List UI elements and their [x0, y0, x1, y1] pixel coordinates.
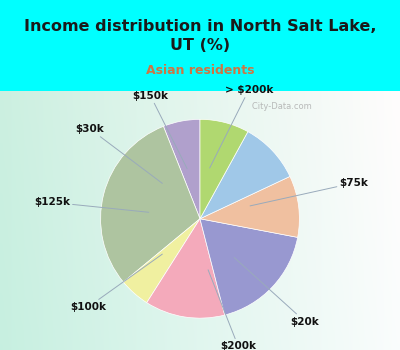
Text: Income distribution in North Salt Lake,
UT (%): Income distribution in North Salt Lake, …	[24, 19, 376, 52]
Text: $30k: $30k	[76, 124, 162, 183]
Text: > $200k: > $200k	[210, 85, 273, 168]
Wedge shape	[200, 219, 298, 315]
Text: Asian residents: Asian residents	[146, 64, 254, 77]
Wedge shape	[124, 219, 200, 303]
Text: City-Data.com: City-Data.com	[244, 102, 312, 111]
Wedge shape	[200, 119, 248, 219]
Wedge shape	[200, 132, 290, 219]
Text: $200k: $200k	[208, 270, 256, 350]
Wedge shape	[164, 119, 200, 219]
Wedge shape	[101, 126, 200, 282]
Text: $20k: $20k	[234, 258, 320, 327]
Wedge shape	[147, 219, 225, 318]
Text: $100k: $100k	[70, 254, 162, 312]
Text: $75k: $75k	[250, 178, 368, 206]
Text: $150k: $150k	[132, 91, 187, 169]
Wedge shape	[200, 176, 299, 237]
Text: $125k: $125k	[34, 197, 149, 212]
